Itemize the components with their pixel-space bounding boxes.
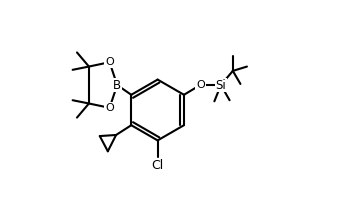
Text: O: O [196, 80, 205, 90]
Text: Si: Si [216, 79, 226, 92]
Text: B: B [113, 79, 121, 92]
Text: O: O [105, 103, 114, 113]
Text: O: O [105, 57, 114, 67]
Text: Cl: Cl [152, 159, 164, 172]
